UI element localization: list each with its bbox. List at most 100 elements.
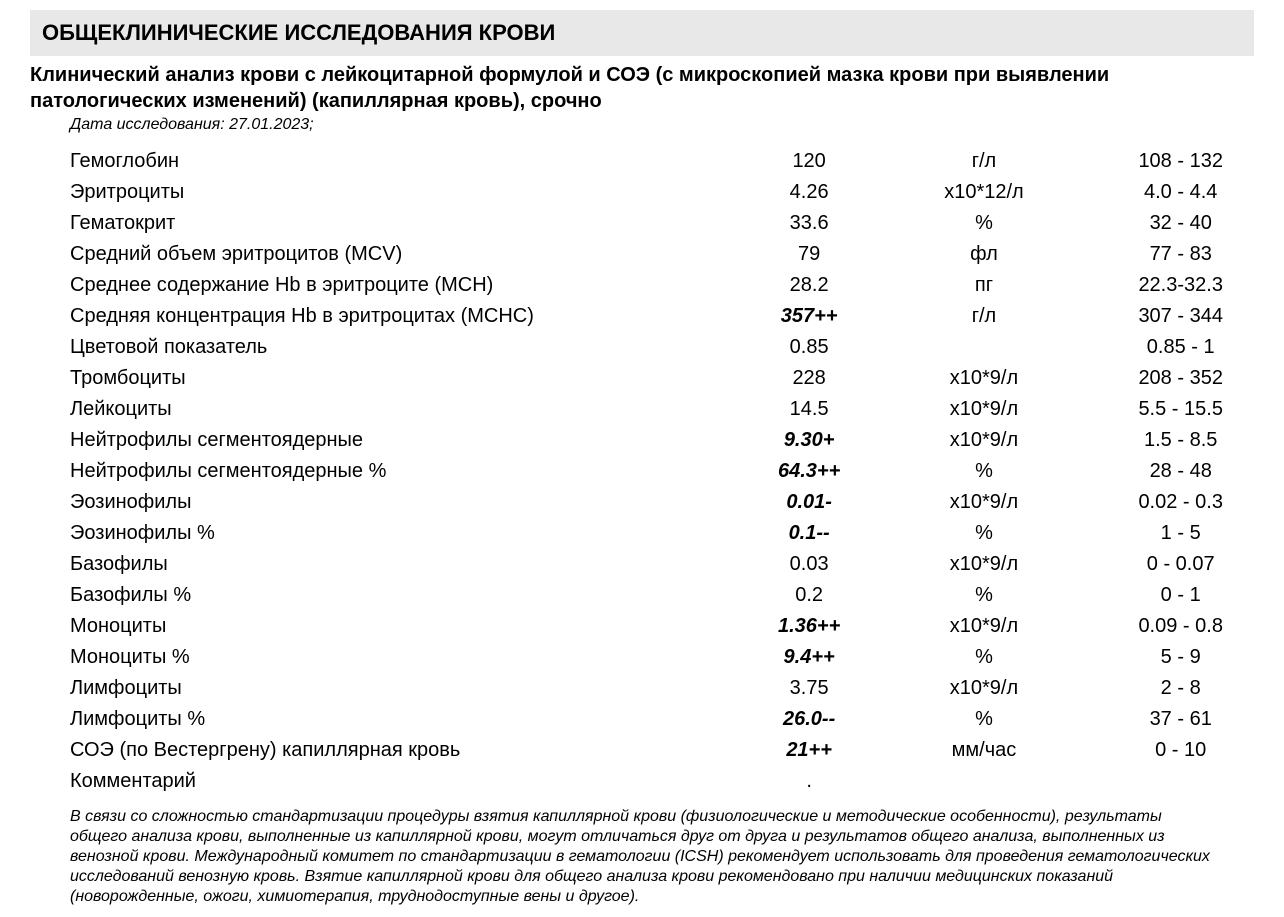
parameter-value: 9.4++ xyxy=(726,642,901,673)
parameter-value: 64.3++ xyxy=(726,456,901,487)
table-row: Нейтрофилы сегментоядерные9.30+x10*9/л1.… xyxy=(70,425,1284,456)
parameter-unit: x10*9/л xyxy=(901,394,1076,425)
parameter-range: 1.5 - 8.5 xyxy=(1075,425,1284,456)
parameter-value: 14.5 xyxy=(726,394,901,425)
parameter-range: 77 - 83 xyxy=(1075,239,1284,270)
table-row: Моноциты %9.4++%5 - 9 xyxy=(70,642,1284,673)
parameter-unit: фл xyxy=(901,239,1076,270)
parameter-value: 0.2 xyxy=(726,580,901,611)
parameter-value: 3.75 xyxy=(726,673,901,704)
parameter-unit: x10*9/л xyxy=(901,549,1076,580)
parameter-name: Нейтрофилы сегментоядерные xyxy=(70,425,726,456)
parameter-range: 0.85 - 1 xyxy=(1075,332,1284,363)
parameter-unit: пг xyxy=(901,270,1076,301)
table-row: Базофилы %0.2%0 - 1 xyxy=(70,580,1284,611)
parameter-range: 307 - 344 xyxy=(1075,301,1284,332)
parameter-range: 28 - 48 xyxy=(1075,456,1284,487)
parameter-value: 0.1-- xyxy=(726,518,901,549)
table-row: Базофилы0.03x10*9/л0 - 0.07 xyxy=(70,549,1284,580)
parameter-value: 26.0-- xyxy=(726,704,901,735)
parameter-range: 2 - 8 xyxy=(1075,673,1284,704)
table-row: Эритроциты4.26x10*12/л4.0 - 4.4 xyxy=(70,177,1284,208)
parameter-range: 0.02 - 0.3 xyxy=(1075,487,1284,518)
table-row: Комментарий. xyxy=(70,766,1284,797)
parameter-range xyxy=(1075,766,1284,797)
parameter-range: 0 - 0.07 xyxy=(1075,549,1284,580)
parameter-unit: г/л xyxy=(901,146,1076,177)
parameter-value: 357++ xyxy=(726,301,901,332)
results-table: Гемоглобин120г/л108 - 132Эритроциты4.26x… xyxy=(70,146,1284,797)
parameter-unit: x10*9/л xyxy=(901,425,1076,456)
parameter-name: Гемоглобин xyxy=(70,146,726,177)
parameter-unit: % xyxy=(901,704,1076,735)
parameter-unit: % xyxy=(901,208,1076,239)
parameter-name: Лимфоциты xyxy=(70,673,726,704)
table-row: Лимфоциты %26.0--%37 - 61 xyxy=(70,704,1284,735)
table-row: Среднее содержание Hb в эритроците (MCH)… xyxy=(70,270,1284,301)
parameter-value: 21++ xyxy=(726,735,901,766)
parameter-range: 0.09 - 0.8 xyxy=(1075,611,1284,642)
parameter-name: Эозинофилы xyxy=(70,487,726,518)
table-row: Средняя концентрация Hb в эритроцитах (M… xyxy=(70,301,1284,332)
table-row: Эозинофилы %0.1--%1 - 5 xyxy=(70,518,1284,549)
parameter-value: 4.26 xyxy=(726,177,901,208)
parameter-value: 0.85 xyxy=(726,332,901,363)
parameter-name: Среднее содержание Hb в эритроците (MCH) xyxy=(70,270,726,301)
results-body: Гемоглобин120г/л108 - 132Эритроциты4.26x… xyxy=(70,146,1284,797)
parameter-name: Средняя концентрация Hb в эритроцитах (M… xyxy=(70,301,726,332)
parameter-unit: мм/час xyxy=(901,735,1076,766)
parameter-range: 0 - 1 xyxy=(1075,580,1284,611)
table-row: Моноциты1.36++x10*9/л0.09 - 0.8 xyxy=(70,611,1284,642)
parameter-name: Базофилы % xyxy=(70,580,726,611)
parameter-value: 0.01- xyxy=(726,487,901,518)
header-section: ОБЩЕКЛИНИЧЕСКИЕ ИССЛЕДОВАНИЯ КРОВИ xyxy=(30,10,1254,56)
table-row: СОЭ (по Вестергрену) капиллярная кровь21… xyxy=(70,735,1284,766)
parameter-value: . xyxy=(726,766,901,797)
parameter-unit: г/л xyxy=(901,301,1076,332)
parameter-range: 208 - 352 xyxy=(1075,363,1284,394)
parameter-value: 9.30+ xyxy=(726,425,901,456)
parameter-range: 5.5 - 15.5 xyxy=(1075,394,1284,425)
parameter-name: Лейкоциты xyxy=(70,394,726,425)
parameter-unit: x10*9/л xyxy=(901,487,1076,518)
parameter-name: Базофилы xyxy=(70,549,726,580)
parameter-value: 120 xyxy=(726,146,901,177)
table-row: Средний объем эритроцитов (MCV)79фл77 - … xyxy=(70,239,1284,270)
table-row: Лейкоциты14.5x10*9/л5.5 - 15.5 xyxy=(70,394,1284,425)
parameter-range: 1 - 5 xyxy=(1075,518,1284,549)
parameter-unit: % xyxy=(901,456,1076,487)
parameter-range: 5 - 9 xyxy=(1075,642,1284,673)
table-row: Цветовой показатель0.850.85 - 1 xyxy=(70,332,1284,363)
parameter-unit: x10*9/л xyxy=(901,673,1076,704)
parameter-range: 37 - 61 xyxy=(1075,704,1284,735)
table-row: Гемоглобин120г/л108 - 132 xyxy=(70,146,1284,177)
parameter-unit: % xyxy=(901,518,1076,549)
parameter-value: 79 xyxy=(726,239,901,270)
parameter-value: 228 xyxy=(726,363,901,394)
parameter-unit: % xyxy=(901,580,1076,611)
parameter-unit: % xyxy=(901,642,1076,673)
table-row: Лимфоциты3.75x10*9/л2 - 8 xyxy=(70,673,1284,704)
parameter-name: Моноциты xyxy=(70,611,726,642)
main-title: ОБЩЕКЛИНИЧЕСКИЕ ИССЛЕДОВАНИЯ КРОВИ xyxy=(42,20,1242,46)
parameter-range: 0 - 10 xyxy=(1075,735,1284,766)
footer-note: В связи со сложностью стандартизации про… xyxy=(70,807,1214,907)
parameter-name: Эритроциты xyxy=(70,177,726,208)
parameter-range: 108 - 132 xyxy=(1075,146,1284,177)
parameter-unit: x10*12/л xyxy=(901,177,1076,208)
parameter-unit xyxy=(901,332,1076,363)
parameter-range: 4.0 - 4.4 xyxy=(1075,177,1284,208)
parameter-name: Моноциты % xyxy=(70,642,726,673)
parameter-unit: x10*9/л xyxy=(901,363,1076,394)
parameter-value: 0.03 xyxy=(726,549,901,580)
parameter-name: Тромбоциты xyxy=(70,363,726,394)
parameter-range: 32 - 40 xyxy=(1075,208,1284,239)
parameter-name: Комментарий xyxy=(70,766,726,797)
parameter-unit: x10*9/л xyxy=(901,611,1076,642)
subtitle: Клинический анализ крови с лейкоцитарной… xyxy=(30,62,1254,114)
parameter-name: Эозинофилы % xyxy=(70,518,726,549)
parameter-name: Нейтрофилы сегментоядерные % xyxy=(70,456,726,487)
parameter-value: 28.2 xyxy=(726,270,901,301)
parameter-value: 33.6 xyxy=(726,208,901,239)
date-line: Дата исследования: 27.01.2023; xyxy=(70,116,1254,134)
